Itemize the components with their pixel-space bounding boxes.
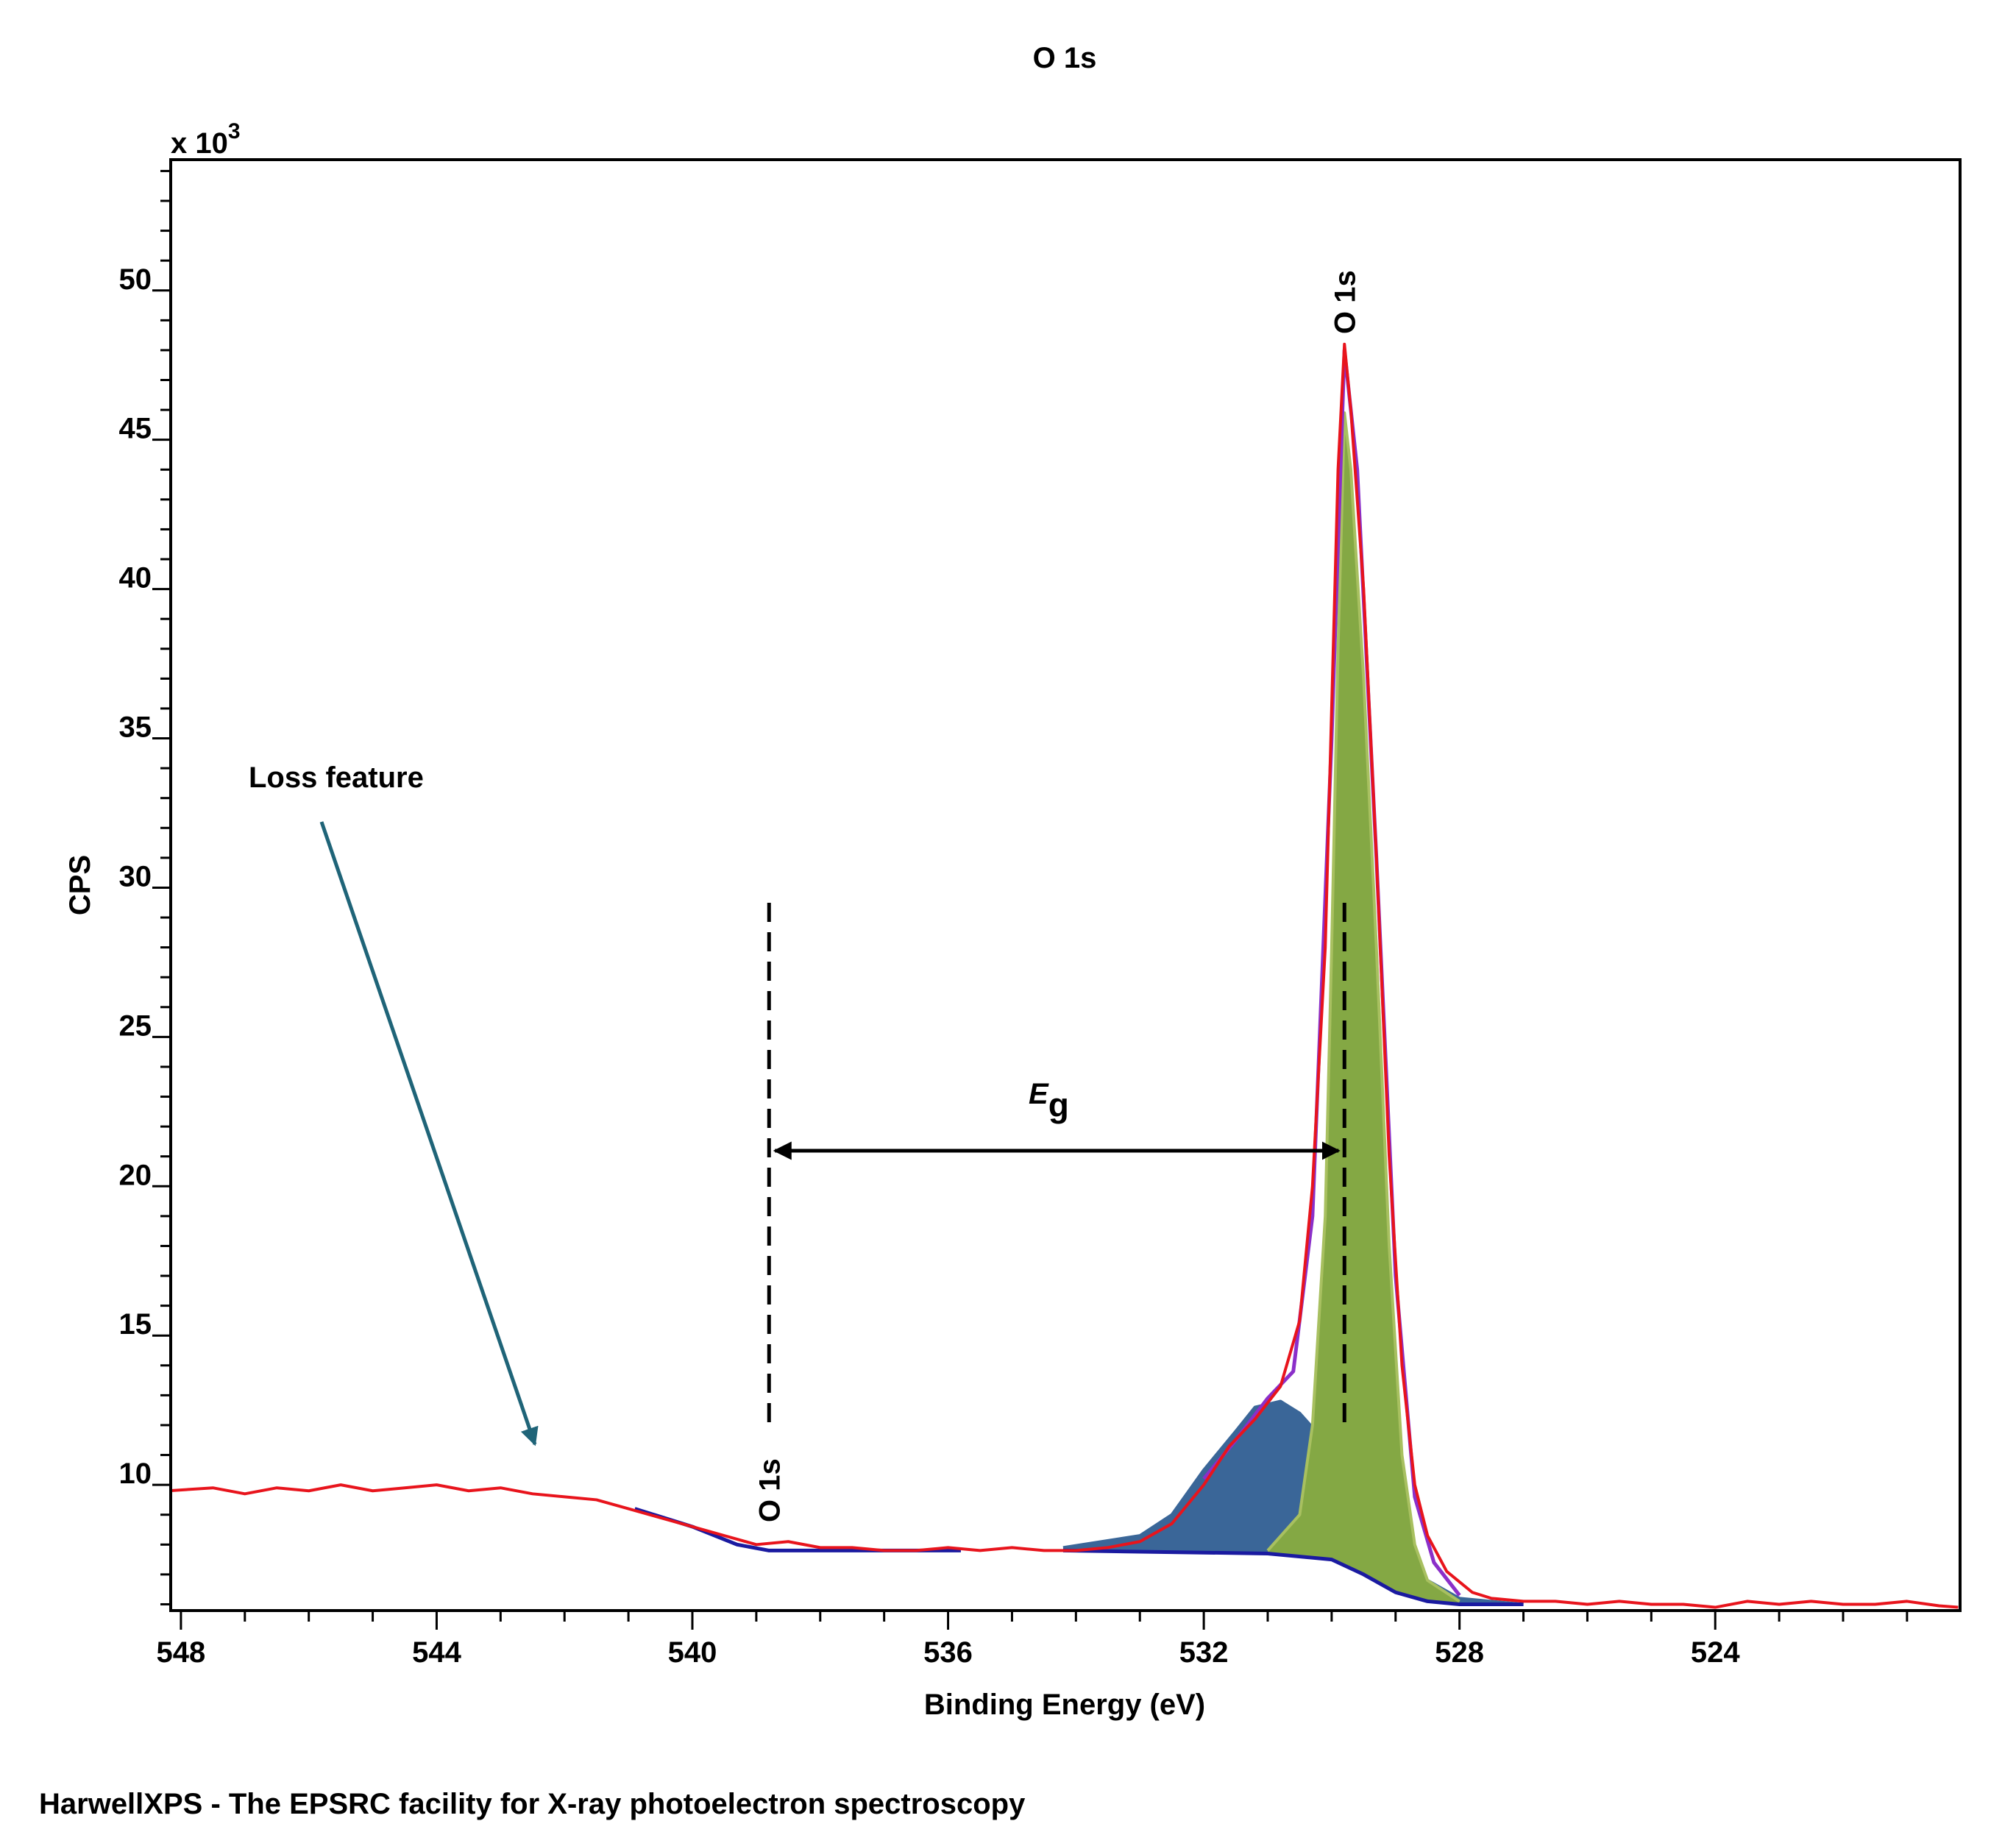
peak-label: O 1s bbox=[753, 1458, 786, 1522]
component-area-outline bbox=[1266, 411, 1460, 1603]
y-tick-label: 15 bbox=[119, 1308, 152, 1341]
y-tick-label: 50 bbox=[119, 263, 152, 296]
x-tick-label: 540 bbox=[668, 1636, 717, 1669]
y-tick-label: 35 bbox=[119, 711, 152, 744]
x-axis-label: Binding Energy (eV) bbox=[924, 1689, 1205, 1721]
x-tick-label: 536 bbox=[923, 1636, 973, 1669]
plot-area bbox=[171, 342, 1959, 1609]
component-area bbox=[1268, 413, 1460, 1605]
y-tick-label: 40 bbox=[119, 562, 152, 594]
y-tick-label: 10 bbox=[119, 1458, 152, 1490]
y-tick-label: 20 bbox=[119, 1159, 152, 1191]
x-tick-label: 544 bbox=[412, 1636, 461, 1669]
gap-label: Eg bbox=[1029, 1078, 1069, 1124]
background-line bbox=[1062, 1548, 1524, 1606]
spectrum-line bbox=[171, 342, 1959, 1609]
loss-feature-label: Loss feature bbox=[249, 762, 424, 794]
chart-title: O 1s bbox=[1033, 42, 1097, 74]
gap-symbol: E bbox=[1029, 1078, 1049, 1110]
x-tick-label: 548 bbox=[157, 1636, 206, 1669]
x-tick-label: 532 bbox=[1179, 1636, 1229, 1669]
y-tick-label: 30 bbox=[119, 860, 152, 892]
loss-feature-arrow bbox=[319, 821, 539, 1446]
y-tick-label: 45 bbox=[119, 413, 152, 445]
y-multiplier-exp: 3 bbox=[228, 119, 241, 143]
footer: HarwellXPS - The EPSRC facility for X-ra… bbox=[39, 1788, 1026, 1820]
y-multiplier-base: x 10 bbox=[171, 127, 228, 160]
peak-label: O 1s bbox=[1329, 270, 1361, 334]
y-tick-label: 25 bbox=[119, 1009, 152, 1042]
x-tick-label: 524 bbox=[1691, 1636, 1740, 1669]
component-area bbox=[1062, 1401, 1524, 1605]
gap-subscript: g bbox=[1048, 1086, 1069, 1124]
y-multiplier: x 103 bbox=[171, 119, 241, 160]
x-tick-label: 528 bbox=[1435, 1636, 1484, 1669]
plot-frame bbox=[169, 158, 1962, 1612]
y-axis-label: CPS bbox=[64, 855, 96, 915]
